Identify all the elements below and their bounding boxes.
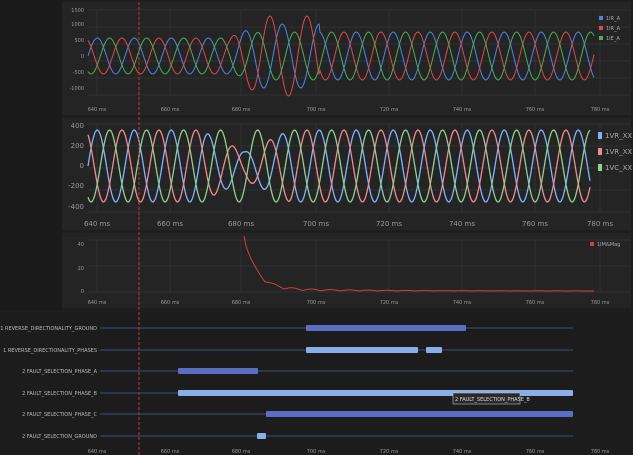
current-trace (87, 31, 595, 81)
y-tick-label: 0 (80, 162, 84, 170)
magnitude-legend[interactable]: 1IM&Mag (590, 242, 620, 248)
channel-label: 1 REVERSE_DIRECTIONALITY_PHASES (3, 348, 97, 354)
x-tick-label: 720 ms (380, 449, 399, 455)
digital-channel-row[interactable]: 2 FAULT_SELECTION_PHASE_C (22, 411, 573, 418)
active-interval-bar[interactable] (426, 347, 442, 353)
legend-label: 1VR_XX (605, 132, 632, 140)
magnitude-trace (243, 235, 594, 292)
x-tick-label: 780 ms (591, 107, 610, 113)
x-tick-label: 720 ms (376, 220, 402, 228)
channel-tooltip: 2 FAULT_SELECTION_PHASE_B (452, 392, 530, 405)
x-tick-label: 780 ms (591, 300, 610, 306)
x-tick-label: 740 ms (449, 220, 475, 228)
y-tick-label: -400 (68, 203, 84, 211)
digital-channel-row[interactable]: 1 REVERSE_DIRECTIONALITY_GROUND (0, 325, 573, 332)
left-gutter (0, 0, 62, 310)
x-tick-label: 680 ms (232, 107, 251, 113)
x-tick-label: 760 ms (526, 300, 545, 306)
y-tick-label: -500 (73, 70, 84, 76)
x-tick-label: 700 ms (307, 107, 326, 113)
x-tick-label: 740 ms (453, 449, 472, 455)
legend-swatch (599, 16, 603, 20)
x-tick-label: 640 ms (84, 220, 110, 228)
legend-label: 1VC_XX (605, 164, 632, 172)
channel-label: 2 FAULT_SELECTION_PHASE_A (22, 369, 97, 375)
magnitude-panel (62, 233, 631, 308)
active-interval-bar[interactable] (306, 325, 466, 331)
tooltip-text: 2 FAULT_SELECTION_PHASE_B (455, 397, 530, 403)
current-legend[interactable]: 1IR_A 1IR_A 1IE_A (599, 16, 621, 42)
digital-panel (0, 312, 633, 455)
x-tick-label: 700 ms (303, 220, 329, 228)
y-tick-label: 20 (78, 266, 84, 272)
legend-swatch (599, 36, 603, 40)
x-tick-label: 640 ms (88, 107, 107, 113)
y-tick-label: -200 (68, 182, 84, 190)
legend-label: 1IM&Mag (597, 242, 620, 248)
legend-label: 1VR_XX (605, 148, 632, 156)
y-tick-label: -1000 (69, 86, 84, 92)
active-interval-bar[interactable] (306, 347, 418, 353)
x-tick-label: 640 ms (88, 449, 107, 455)
x-tick-label: 660 ms (161, 107, 180, 113)
y-tick-label: 500 (74, 38, 84, 44)
y-tick-label: 400 (71, 122, 84, 130)
voltage-trace (87, 129, 591, 203)
voltage-legend[interactable]: 1VR_XX 1VR_XX 1VC_XX (598, 132, 632, 172)
x-tick-label: 720 ms (380, 300, 399, 306)
y-tick-label: 1500 (71, 8, 84, 14)
current-trace (87, 23, 595, 89)
y-tick-label: 1000 (71, 22, 84, 28)
x-tick-label: 740 ms (453, 107, 472, 113)
channel-label: 1 REVERSE_DIRECTIONALITY_GROUND (0, 326, 97, 332)
x-tick-label: 740 ms (453, 300, 472, 306)
y-tick-label: 0 (81, 54, 84, 60)
channel-label: 2 FAULT_SELECTION_PHASE_B (22, 391, 97, 397)
x-tick-label: 720 ms (380, 107, 399, 113)
x-tick-label: 760 ms (522, 220, 548, 228)
x-tick-label: 700 ms (307, 449, 326, 455)
active-interval-bar[interactable] (178, 368, 258, 374)
voltage-trace (87, 129, 591, 203)
x-tick-label: 680 ms (232, 300, 251, 306)
y-tick-label: 200 (71, 142, 84, 150)
x-tick-label: 680 ms (228, 220, 254, 228)
legend-swatch (598, 132, 602, 139)
legend-swatch (599, 26, 603, 30)
x-tick-label: 780 ms (587, 220, 613, 228)
current-trace (87, 15, 595, 97)
channel-label: 2 FAULT_SELECTION_PHASE_C (22, 412, 97, 418)
y-tick-label: 40 (78, 242, 84, 248)
active-interval-bar[interactable] (266, 411, 573, 417)
x-tick-label: 640 ms (88, 300, 107, 306)
x-tick-label: 760 ms (526, 107, 545, 113)
legend-label: 1IR_A (606, 16, 621, 22)
legend-label: 1IR_A (606, 26, 621, 32)
x-tick-label: 760 ms (526, 449, 545, 455)
legend-swatch (598, 164, 602, 171)
x-tick-label: 660 ms (161, 449, 180, 455)
legend-label: 1IE_A (606, 36, 620, 42)
digital-channel-row[interactable]: 2 FAULT_SELECTION_GROUND (22, 433, 573, 440)
x-tick-label: 700 ms (307, 300, 326, 306)
x-tick-label: 660 ms (157, 220, 183, 228)
x-tick-label: 680 ms (232, 449, 251, 455)
voltage-trace (87, 129, 591, 203)
x-tick-label: 780 ms (591, 449, 610, 455)
channel-label: 2 FAULT_SELECTION_GROUND (22, 434, 97, 440)
legend-swatch (590, 242, 594, 246)
active-interval-bar[interactable] (257, 433, 266, 439)
digital-channel-row[interactable]: 1 REVERSE_DIRECTIONALITY_PHASES (3, 347, 573, 354)
legend-swatch (598, 148, 602, 155)
digital-channel-row[interactable]: 2 FAULT_SELECTION_PHASE_A (22, 368, 573, 375)
y-tick-label: 0 (81, 289, 84, 295)
x-tick-label: 660 ms (161, 300, 180, 306)
